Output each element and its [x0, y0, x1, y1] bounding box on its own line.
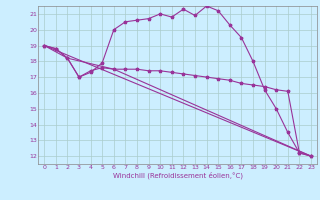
X-axis label: Windchill (Refroidissement éolien,°C): Windchill (Refroidissement éolien,°C): [113, 172, 243, 179]
